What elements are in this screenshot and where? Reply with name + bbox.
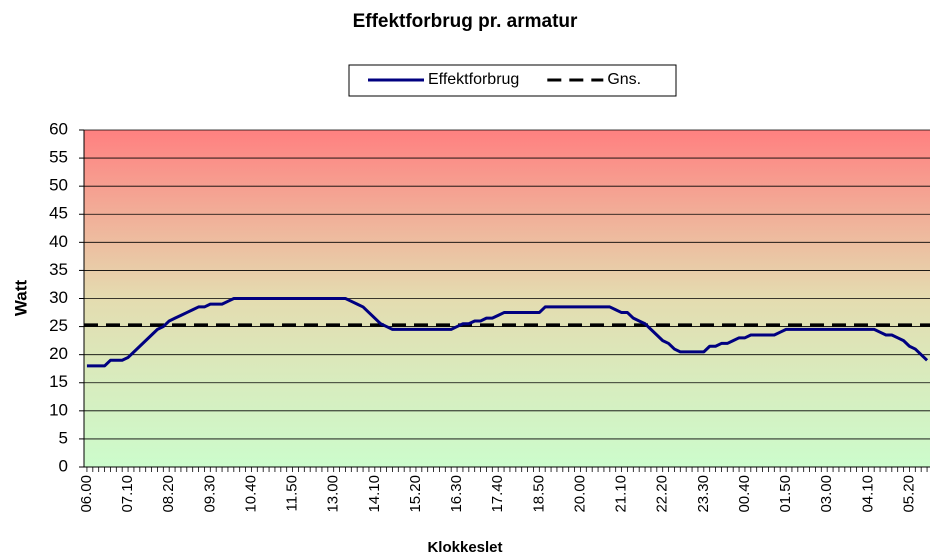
y-tick-label: 0	[59, 456, 68, 475]
x-tick-label: 18.50	[530, 475, 547, 513]
data-line	[86, 297, 929, 368]
x-tick-label: 23.30	[695, 475, 712, 513]
y-tick-label: 5	[59, 428, 68, 447]
x-tick-label: 06.00	[78, 475, 95, 513]
x-tick-label: 08.20	[160, 475, 177, 513]
legend-label: Effektforbrug	[428, 71, 519, 88]
x-tick-label: 10.40	[242, 475, 259, 513]
x-tick-label: 04.10	[859, 475, 876, 513]
x-tick-label: 17.40	[489, 475, 506, 513]
x-tick-label: 15.20	[407, 475, 424, 513]
y-tick-label: 30	[49, 288, 68, 307]
y-tick-label: 15	[49, 372, 68, 391]
x-tick-label: 13.00	[325, 475, 342, 513]
y-tick-label: 35	[49, 260, 68, 279]
y-axis-title: Watt	[11, 280, 30, 317]
x-tick-label: 16.30	[448, 475, 465, 513]
y-tick-label: 10	[49, 400, 68, 419]
y-tick-label: 55	[49, 148, 68, 167]
x-tick-label: 07.10	[119, 475, 136, 513]
x-axis-title: Klokkeslet	[427, 539, 502, 556]
x-tick-label: 21.10	[613, 475, 630, 513]
y-tick-label: 50	[49, 176, 68, 195]
x-tick-label: 11.50	[284, 475, 301, 511]
y-tick-label: 20	[49, 344, 68, 363]
x-tick-label: 05.20	[900, 475, 917, 513]
x-tick-label: 03.00	[818, 475, 835, 513]
chart-title: Effektforbrug pr. armatur	[353, 11, 578, 32]
y-tick-label: 40	[49, 232, 68, 251]
x-tick-label: 20.00	[571, 475, 588, 513]
x-tick-label: 22.20	[654, 475, 671, 513]
y-tick-label: 60	[49, 119, 68, 138]
y-tick-label: 25	[49, 316, 68, 335]
x-tick-label: 01.50	[777, 475, 794, 513]
x-tick-label: 00.40	[736, 475, 753, 513]
x-tick-label: 09.30	[201, 475, 218, 513]
x-tick-label: 14.10	[366, 475, 383, 513]
y-tick-label: 45	[49, 204, 68, 223]
legend-label: Gns.	[607, 71, 641, 88]
